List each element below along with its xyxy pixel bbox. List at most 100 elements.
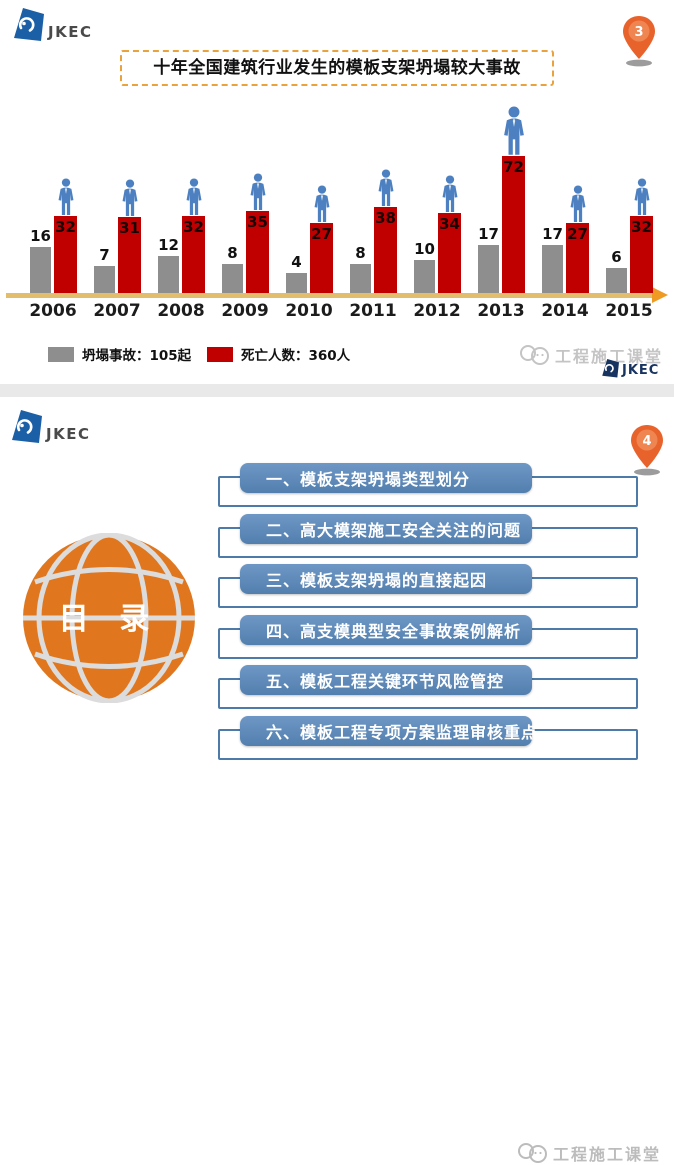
page-number: 4 [642, 434, 651, 449]
bar-collapse-2015 [606, 268, 627, 293]
page-number: 3 [634, 25, 643, 40]
bar-collapse-2007 [94, 266, 115, 293]
person-icon [314, 185, 329, 222]
x-tick-label: 2012 [413, 301, 461, 321]
bar-value-deaths: 27 [311, 225, 332, 243]
bar-deaths-2015 [630, 216, 653, 293]
bar-value-collapse: 6 [611, 248, 622, 266]
person-icon [250, 173, 265, 210]
bar-collapse-2011 [350, 264, 371, 293]
bar-deaths-2006 [54, 216, 77, 293]
toc-item: 六、模板工程专项方案监理审核重点 [0, 716, 674, 760]
slide-2: JKEC 4 目 录 一、模板支架坍塌类型划分 二、高大模架施工安全关注的问题 … [0, 397, 674, 1164]
x-axis-arrow-icon [652, 287, 668, 303]
person-icon [634, 178, 649, 215]
person-icon [570, 185, 585, 222]
toc-globe-icon: 目 录 [23, 533, 195, 703]
slide-separator [0, 384, 674, 397]
bar-collapse-2009 [222, 264, 243, 293]
bar-value-deaths: 38 [375, 209, 396, 227]
jkec-logo-icon [14, 8, 44, 41]
person-icon [122, 179, 137, 216]
bar-value-deaths: 34 [439, 215, 460, 233]
legend-item-collapses: 坍塌事故：105起 [48, 344, 191, 364]
bar-value-collapse: 12 [158, 236, 179, 254]
x-tick-label: 2009 [221, 301, 269, 321]
bar-value-deaths: 32 [183, 218, 204, 236]
bar-value-collapse: 4 [291, 253, 302, 271]
x-tick-label: 2006 [29, 301, 77, 321]
toc-item: 五、模板工程关键环节风险管控 [0, 665, 674, 709]
toc-item-label: 六、模板工程专项方案监理审核重点 [266, 723, 539, 742]
person-icon [442, 175, 457, 212]
x-tick-label: 2010 [285, 301, 333, 321]
bar-value-deaths: 32 [55, 218, 76, 236]
toc-item-bar: 四、高支模典型安全事故案例解析 [240, 615, 532, 645]
bar-deaths-2011 [374, 207, 397, 293]
x-tick-label: 2015 [605, 301, 653, 321]
bar-collapse-2006 [30, 247, 51, 293]
person-icon [503, 106, 524, 155]
bar-deaths-2010 [310, 223, 333, 293]
toc-item-label: 二、高大模架施工安全关注的问题 [266, 521, 522, 540]
jkec-logo-icon [12, 410, 42, 443]
toc-item: 一、模板支架坍塌类型划分 [0, 463, 674, 507]
chat-bubbles-icon [518, 1143, 547, 1163]
x-tick-label: 2014 [541, 301, 589, 321]
toc-title: 目 录 [59, 602, 159, 637]
footer-jkec-logo-text: JKEC [622, 363, 660, 378]
legend-swatch-red [207, 346, 233, 362]
bar-value-collapse: 16 [30, 227, 51, 245]
person-icon [58, 178, 73, 215]
watermark: 工程施工课堂 [518, 343, 663, 367]
toc-item-bar: 二、高大模架施工安全关注的问题 [240, 514, 532, 544]
legend-item-deaths: 死亡人数：360人 [207, 344, 350, 364]
bar-value-collapse: 17 [542, 225, 563, 243]
watermark: 工程施工课堂 [516, 1141, 661, 1165]
chart-legend: 坍塌事故：105起 死亡人数：360人 [0, 344, 674, 364]
x-tick-label: 2007 [93, 301, 141, 321]
legend-label: 坍塌事故：105起 [82, 348, 192, 364]
bar-collapse-2013 [478, 245, 499, 293]
bar-deaths-2014 [566, 223, 589, 293]
jkec-logo-text: JKEC [48, 23, 93, 41]
bar-deaths-2007 [118, 217, 141, 293]
toc-item-label: 五、模板工程关键环节风险管控 [266, 672, 505, 691]
chart-title: 十年全国建筑行业发生的模板支架坍塌较大事故 [120, 50, 554, 86]
person-icon [186, 178, 201, 215]
toc-item-label: 四、高支模典型安全事故案例解析 [266, 622, 522, 641]
x-tick-label: 2011 [349, 301, 397, 321]
watermark-text: 工程施工课堂 [555, 347, 664, 366]
toc-item-label: 三、模板支架坍塌的直接起因 [266, 571, 488, 590]
watermark-text: 工程施工课堂 [553, 1145, 662, 1164]
legend-swatch-gray [48, 346, 74, 362]
bar-deaths-2012 [438, 213, 461, 293]
jkec-logo: JKEC [10, 7, 92, 43]
footer-jkec-logo: JKEC [600, 358, 659, 379]
person-icon [378, 169, 393, 206]
jkec-logo: JKEC [8, 409, 90, 445]
chat-bubbles-icon [520, 345, 549, 365]
bar-deaths-2009 [246, 211, 269, 293]
toc-item-bar: 一、模板支架坍塌类型划分 [240, 463, 532, 493]
x-tick-label: 2008 [157, 301, 205, 321]
bar-value-collapse: 8 [355, 244, 366, 262]
bar-value-deaths: 35 [247, 213, 268, 231]
bar-value-collapse: 17 [478, 225, 499, 243]
page-pin-badge: 3 [623, 16, 655, 67]
toc-item-label: 一、模板支架坍塌类型划分 [266, 470, 471, 489]
bar-collapse-2008 [158, 256, 179, 293]
page-pin-badge: 4 [631, 425, 663, 476]
toc-item-bar: 六、模板工程专项方案监理审核重点 [240, 716, 537, 746]
bar-collapse-2010 [286, 273, 307, 293]
bar-collapse-2014 [542, 245, 563, 293]
bar-value-collapse: 8 [227, 244, 238, 262]
bar-deaths-2013 [502, 156, 525, 293]
bar-collapse-2012 [414, 260, 435, 293]
legend-label: 死亡人数：360人 [241, 348, 351, 364]
x-axis-line [6, 293, 656, 298]
bar-value-deaths: 72 [503, 158, 524, 176]
x-tick-label: 2013 [477, 301, 525, 321]
toc-item: 三、模板支架坍塌的直接起因 [0, 564, 674, 608]
bar-value-collapse: 7 [99, 246, 110, 264]
